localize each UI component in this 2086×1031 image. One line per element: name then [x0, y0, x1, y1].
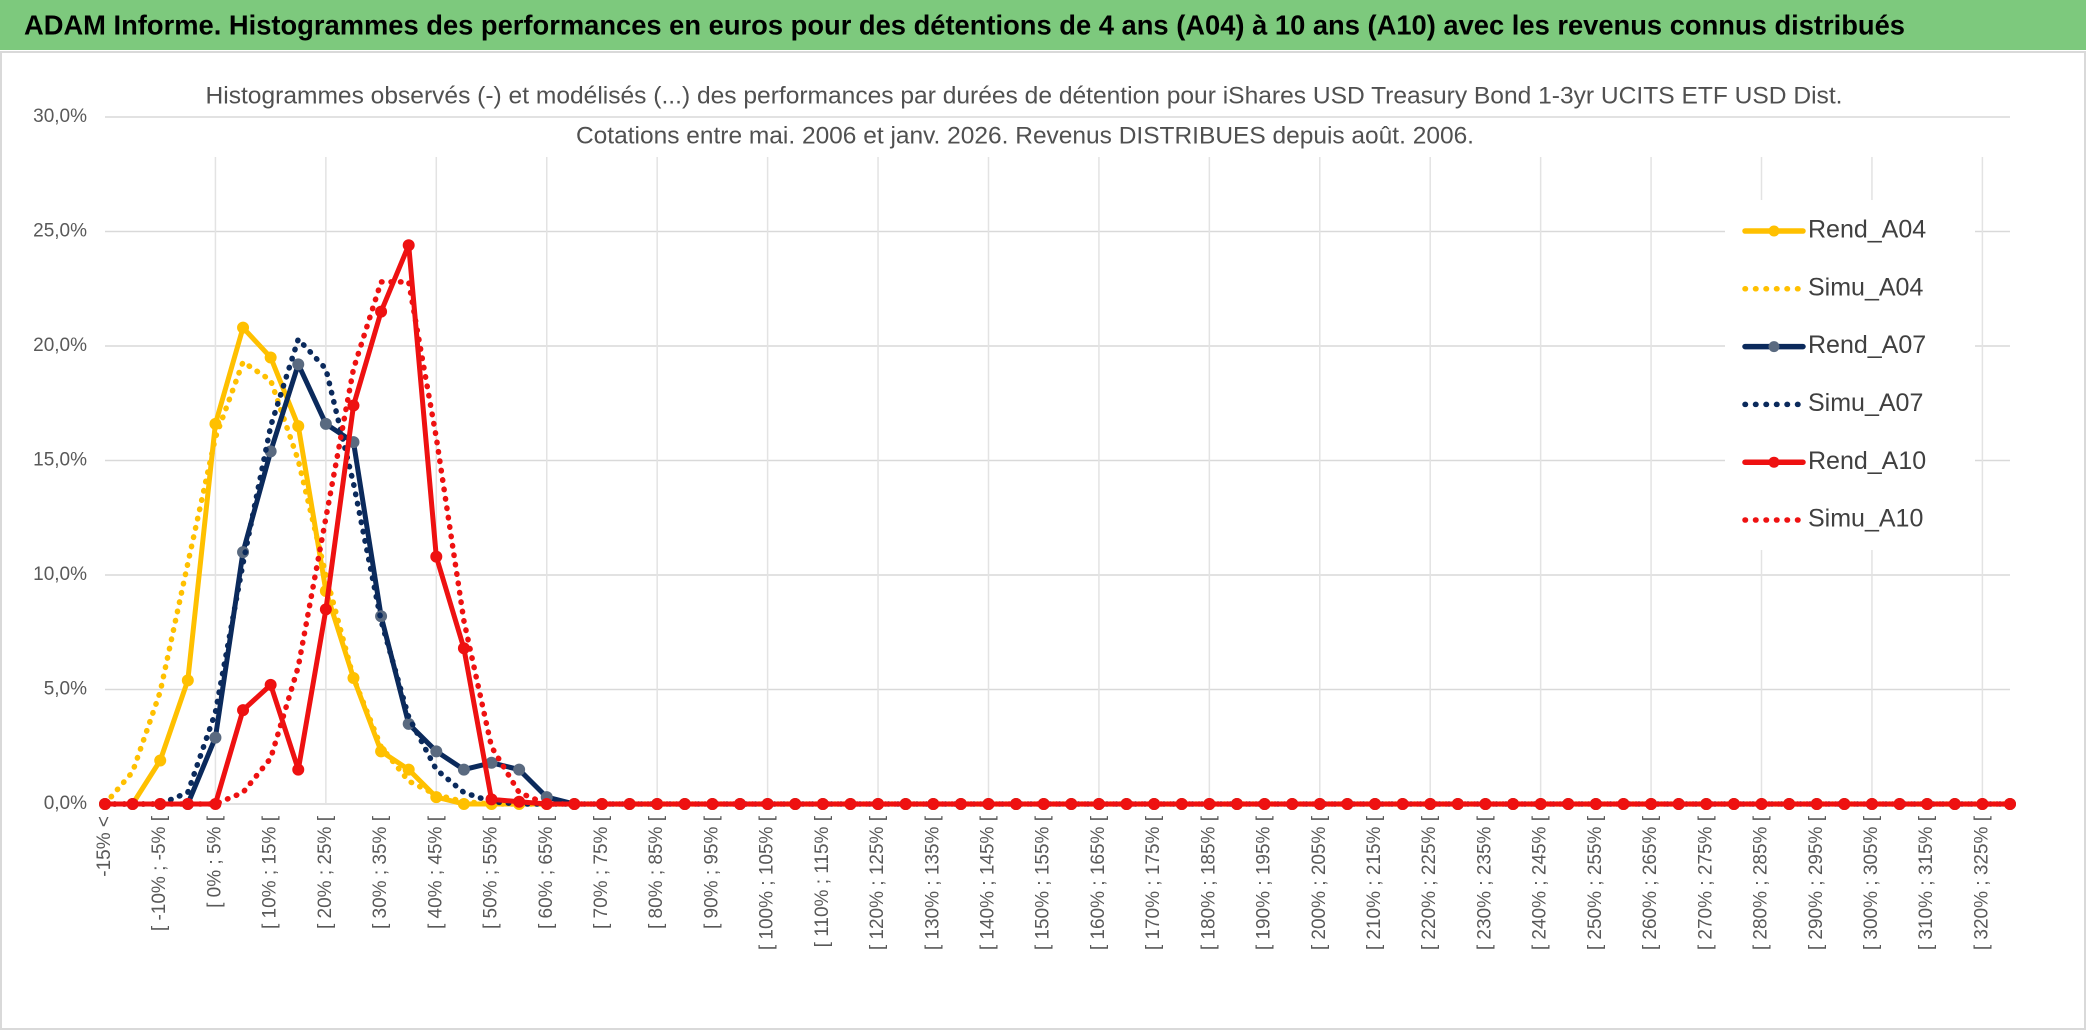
- x-tick-label: [ 160% ; 165% [: [1088, 815, 1109, 950]
- x-tick-label: [ 130% ; 135% [: [922, 815, 943, 950]
- legend-marker: [1768, 456, 1780, 468]
- x-tick-label: [ 60% ; 65% [: [536, 815, 557, 929]
- data-point: [430, 745, 443, 758]
- data-point: [347, 399, 360, 412]
- x-tick-label: [ 110% ; 115% [: [812, 815, 833, 947]
- x-tick-label: [ 290% ; 295% [: [1806, 815, 1827, 950]
- legend-box: [1725, 200, 1975, 550]
- data-point: [375, 305, 388, 318]
- legend-label: Simu_A04: [1808, 273, 1923, 301]
- data-point: [485, 793, 498, 806]
- plot-area: [99, 239, 2016, 810]
- x-tick-label: [ 310% ; 315% [: [1916, 815, 1937, 950]
- x-tick-label: [ 90% ; 95% [: [701, 815, 722, 929]
- header-bar: [0, 0, 2086, 50]
- data-point: [402, 239, 415, 252]
- legend-label: Rend_A07: [1808, 331, 1926, 359]
- data-point: [237, 704, 250, 717]
- x-tick-label: [ 300% ; 305% [: [1861, 815, 1882, 950]
- x-tick-label: [ 40% ; 45% [: [425, 815, 446, 929]
- data-point: [513, 795, 526, 808]
- legend-label: Rend_A04: [1808, 216, 1926, 244]
- legend: Rend_A04 Simu_A04 Rend_A07 Simu_A07 Rend_A10…: [1725, 200, 1975, 550]
- x-tick-label: [ 210% ; 215% [: [1364, 815, 1385, 950]
- data-point: [154, 754, 167, 767]
- data-point: [237, 321, 250, 334]
- legend-marker: [1768, 225, 1780, 237]
- data-point: [209, 731, 222, 744]
- y-tick-label: 10,0%: [33, 564, 87, 585]
- data-point: [430, 550, 443, 563]
- x-tick-label: [ 200% ; 205% [: [1309, 815, 1330, 950]
- x-tick-label: [ 50% ; 55% [: [481, 815, 502, 929]
- series-line: [102, 279, 2013, 807]
- x-tick-label: [ 140% ; 145% [: [977, 815, 998, 950]
- x-tick-label: [ 20% ; 25% [: [315, 815, 336, 929]
- data-point: [264, 678, 277, 691]
- data-point: [319, 603, 332, 616]
- x-tick-label: [ 30% ; 35% [: [370, 815, 391, 929]
- y-tick-label: 30,0%: [33, 106, 87, 127]
- chart-title: Histogrammes observés (-) et modélisés (…: [206, 82, 1843, 109]
- y-tick-label: 5,0%: [44, 679, 87, 700]
- x-tick-label: [ 260% ; 265% [: [1640, 815, 1661, 950]
- x-tick-label: [ -10% ; -5% [: [149, 815, 170, 931]
- x-tick-label: [ 150% ; 155% [: [1033, 815, 1054, 950]
- x-tick-label: [ 0% ; 5% [: [204, 815, 225, 908]
- x-tick-label: [ 240% ; 245% [: [1530, 815, 1551, 950]
- x-tick-label: [ 70% ; 75% [: [591, 815, 612, 929]
- x-tick-label: [ 190% ; 195% [: [1254, 815, 1275, 950]
- y-tick-label: 0,0%: [44, 793, 87, 814]
- y-tick-label: 15,0%: [33, 450, 87, 471]
- x-tick-label: -15% <: [94, 816, 115, 877]
- chart-frame: [0, 51, 2086, 1030]
- x-tick-label: [ 220% ; 225% [: [1419, 815, 1440, 950]
- x-tick-label: [ 10% ; 15% [: [260, 815, 281, 929]
- x-tick-label: [ 100% ; 105% [: [757, 815, 778, 950]
- header-title: ADAM Informe. Histogrammes des performan…: [24, 9, 1905, 40]
- data-point: [292, 763, 305, 776]
- data-point: [457, 763, 470, 776]
- data-point: [292, 358, 305, 371]
- x-tick-label: [ 230% ; 235% [: [1474, 815, 1495, 950]
- chart-subtitle: Cotations entre mai. 2006 et janv. 2026.…: [576, 122, 1474, 149]
- data-point: [319, 417, 332, 430]
- legend-label: Simu_A07: [1808, 389, 1923, 417]
- legend-label: Rend_A10: [1808, 447, 1926, 475]
- y-tick-label: 25,0%: [33, 221, 87, 242]
- x-tick-label: [ 120% ; 125% [: [867, 815, 888, 950]
- y-tick-label: 20,0%: [33, 335, 87, 356]
- x-tick-label: [ 180% ; 185% [: [1198, 815, 1219, 950]
- x-tick-label: [ 250% ; 255% [: [1585, 815, 1606, 950]
- x-tick-label: [ 80% ; 85% [: [646, 815, 667, 929]
- legend-marker: [1768, 341, 1780, 353]
- data-point: [264, 351, 277, 364]
- x-tick-label: [ 320% ; 325% [: [1971, 815, 1992, 950]
- data-point: [402, 763, 415, 776]
- x-tick-label: [ 270% ; 275% [: [1695, 815, 1716, 950]
- data-point: [292, 420, 305, 433]
- data-point: [513, 763, 526, 776]
- x-tick-label: [ 170% ; 175% [: [1143, 815, 1164, 950]
- legend-label: Simu_A10: [1808, 505, 1923, 533]
- x-tick-label: [ 280% ; 285% [: [1751, 815, 1772, 950]
- data-point: [181, 674, 194, 687]
